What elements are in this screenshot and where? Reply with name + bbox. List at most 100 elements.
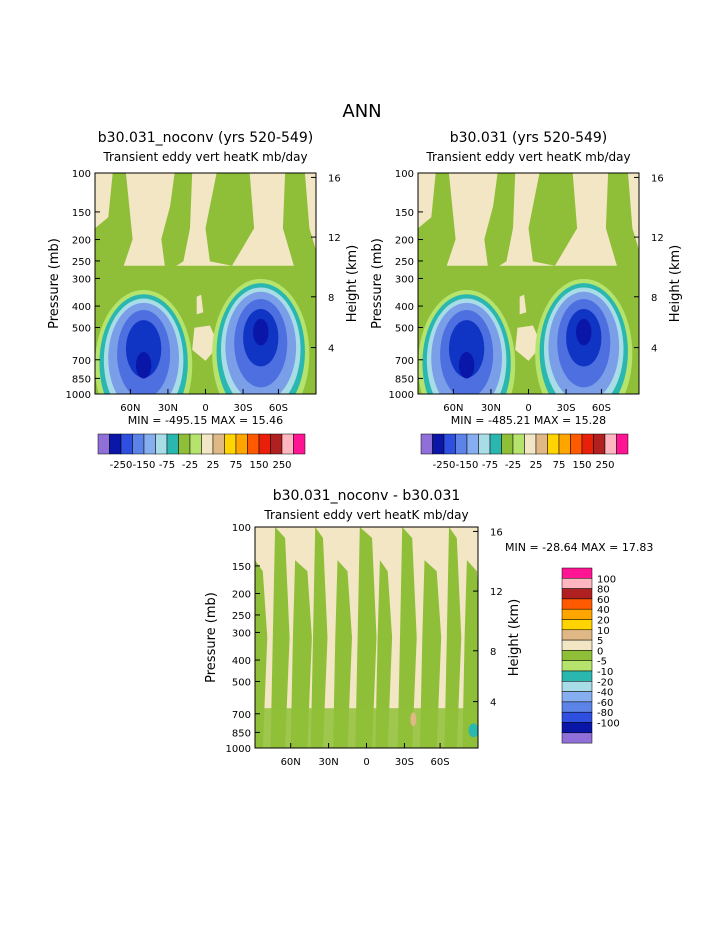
green-column <box>528 173 578 266</box>
green-column <box>161 173 193 273</box>
difference-stripe <box>444 527 462 748</box>
legend-label: -10 <box>597 667 613 678</box>
legend-swatch <box>212 433 225 455</box>
y-tick-label: 250 <box>232 611 251 622</box>
legend-label: 250 <box>595 460 614 471</box>
legend-label: -100 <box>597 719 620 730</box>
y2-tick-label: 8 <box>328 293 334 304</box>
y-tick-label: 400 <box>72 302 91 313</box>
y-tick-label: 200 <box>395 236 414 247</box>
legend-swatch <box>561 660 593 672</box>
y2-axis-label: Height (km) <box>668 245 683 322</box>
legend-swatch <box>561 681 593 692</box>
panel-title: b30.031_noconv (yrs 520-549) <box>98 130 313 146</box>
legend-swatch <box>109 433 122 455</box>
contour-level <box>448 320 485 378</box>
legend-swatch <box>155 433 168 455</box>
x-tick-label: 30N <box>318 757 338 768</box>
y-tick-label: 1000 <box>226 744 251 755</box>
legend-swatch <box>247 433 260 455</box>
y2-tick-label: 8 <box>651 293 657 304</box>
legend-swatch <box>561 567 593 579</box>
legend-label: -75 <box>159 460 175 471</box>
difference-stripe <box>375 560 393 748</box>
y2-tick-label: 12 <box>490 587 503 598</box>
y-tick-label: 150 <box>232 562 251 573</box>
legend-swatch <box>201 433 214 455</box>
y2-tick-label: 8 <box>490 647 496 658</box>
legend-label: -5 <box>597 657 607 668</box>
difference-stripe <box>333 560 352 748</box>
y-tick-label: 400 <box>395 302 414 313</box>
legend-swatch <box>561 722 593 734</box>
x-tick-label: 30S <box>234 403 253 414</box>
y-tick-label: 1000 <box>389 390 414 401</box>
y2-tick-label: 16 <box>490 527 503 538</box>
contour-field <box>418 173 639 394</box>
legend-swatch <box>561 691 593 703</box>
y-axis-label: Pressure (mb) <box>204 592 219 683</box>
positive-patch <box>410 712 417 727</box>
legend-swatch <box>561 619 593 631</box>
legend-label: -20 <box>597 677 613 688</box>
y2-tick-label: 4 <box>651 344 657 355</box>
legend-swatch <box>561 629 593 641</box>
panel-control: b30.031 (yrs 520-549) Transient eddy vert… <box>370 130 683 471</box>
y2-tick-label: 12 <box>651 233 664 244</box>
lower-green-band <box>255 708 478 748</box>
x-tick-label: 30S <box>557 403 576 414</box>
legend-label: 60 <box>597 595 610 606</box>
y-tick-label: 400 <box>232 656 251 667</box>
y2-axis-label: Height (km) <box>507 599 522 676</box>
legend-swatch <box>224 433 237 455</box>
legend-swatch <box>258 433 271 455</box>
legend-label: -150 <box>456 460 479 471</box>
y2-tick-label: 12 <box>328 233 341 244</box>
x-tick-label: 60N <box>443 403 463 414</box>
legend-swatch <box>561 608 593 620</box>
legend-label: 25 <box>207 460 220 471</box>
y-axis-label: Pressure (mb) <box>47 238 62 329</box>
contour-level <box>135 352 152 379</box>
legend-swatch <box>561 650 593 661</box>
contour-field <box>255 527 478 748</box>
difference-stripe <box>255 560 268 748</box>
legend-label: -25 <box>505 460 521 471</box>
legend-label: 80 <box>597 585 610 596</box>
legend-label: -75 <box>482 460 498 471</box>
legend-swatch <box>604 433 617 455</box>
legend-label: 150 <box>572 460 591 471</box>
legend-swatch <box>143 433 156 455</box>
min-max-stats: MIN = -485.21 MAX = 15.28 <box>451 414 606 427</box>
legend-swatch <box>535 433 548 455</box>
legend-label: -150 <box>133 460 156 471</box>
legend-swatch <box>189 433 202 455</box>
difference-stripe <box>270 527 290 748</box>
green-column <box>282 173 316 273</box>
legend-swatch <box>489 433 502 455</box>
legend-swatch <box>270 433 283 455</box>
y-tick-label: 850 <box>72 374 91 385</box>
green-column <box>418 173 456 284</box>
green-column <box>95 173 133 284</box>
y2-tick-label: 16 <box>651 173 664 184</box>
legend-swatch <box>501 433 514 455</box>
x-tick-label: 60S <box>431 757 450 768</box>
legend-label: 40 <box>597 605 610 616</box>
legend-label: 250 <box>272 460 291 471</box>
y-tick-label: 700 <box>395 356 414 367</box>
y2-tick-label: 16 <box>328 173 341 184</box>
contour-level <box>253 318 269 346</box>
min-max-stats: MIN = -495.15 MAX = 15.46 <box>128 414 283 427</box>
y-tick-label: 250 <box>72 257 91 268</box>
y-tick-label: 250 <box>395 257 414 268</box>
green-column <box>605 173 639 273</box>
legend-swatch <box>132 433 145 455</box>
panel-difference: b30.031_noconv - b30.031 Transient eddy v… <box>204 488 653 768</box>
contour-field <box>95 173 316 394</box>
legend-swatch <box>432 433 445 455</box>
legend-swatch <box>466 433 479 455</box>
difference-stripe <box>462 560 478 748</box>
legend-swatch <box>570 433 583 455</box>
